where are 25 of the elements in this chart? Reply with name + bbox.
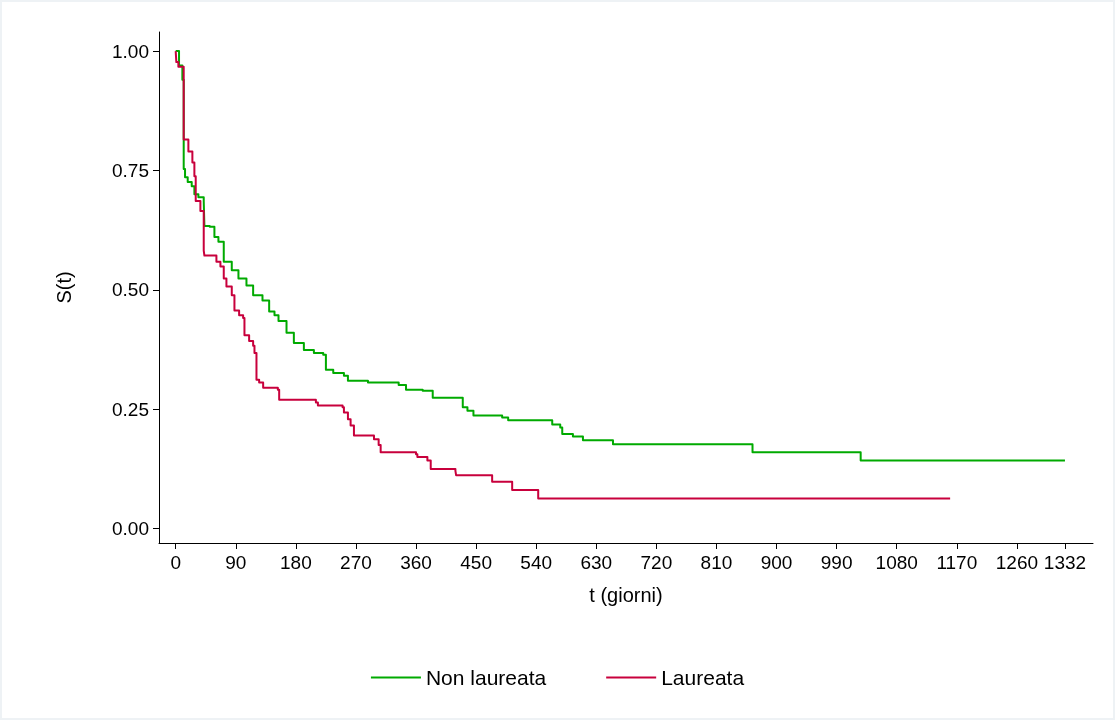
x-tick-label: 1080: [875, 552, 918, 573]
y-tick-label: 0.75: [112, 160, 149, 181]
legend-label: Non laureata: [425, 666, 547, 689]
y-tick-label: 0.00: [112, 518, 149, 540]
x-tick-label: 1170: [936, 552, 978, 573]
y-tick-label: 1.00: [112, 40, 149, 62]
x-tick-label: 900: [760, 552, 793, 573]
x-tick-label: 1332: [1043, 552, 1087, 573]
x-tick-label: 720: [640, 552, 673, 573]
x-axis-title: t (giorni): [589, 584, 663, 606]
x-tick-label: 990: [820, 552, 853, 573]
x-tick-label: 630: [580, 552, 613, 573]
x-tick-label: 540: [520, 552, 553, 573]
x-tick-label: 450: [460, 552, 492, 573]
y-axis-title: S(t): [53, 271, 75, 304]
x-tick-label: 270: [340, 552, 372, 573]
y-tick-label: 0.25: [112, 398, 149, 420]
legend-label: Laureata: [661, 666, 745, 689]
x-tick-label: 180: [280, 552, 312, 573]
y-tick-label: 0.50: [112, 279, 149, 301]
x-tick-label: 90: [225, 552, 247, 573]
x-tick-label: 0: [170, 552, 181, 573]
x-tick-label: 810: [700, 552, 733, 573]
x-tick-label: 360: [400, 552, 432, 573]
x-tick-label: 1260: [995, 552, 1039, 573]
